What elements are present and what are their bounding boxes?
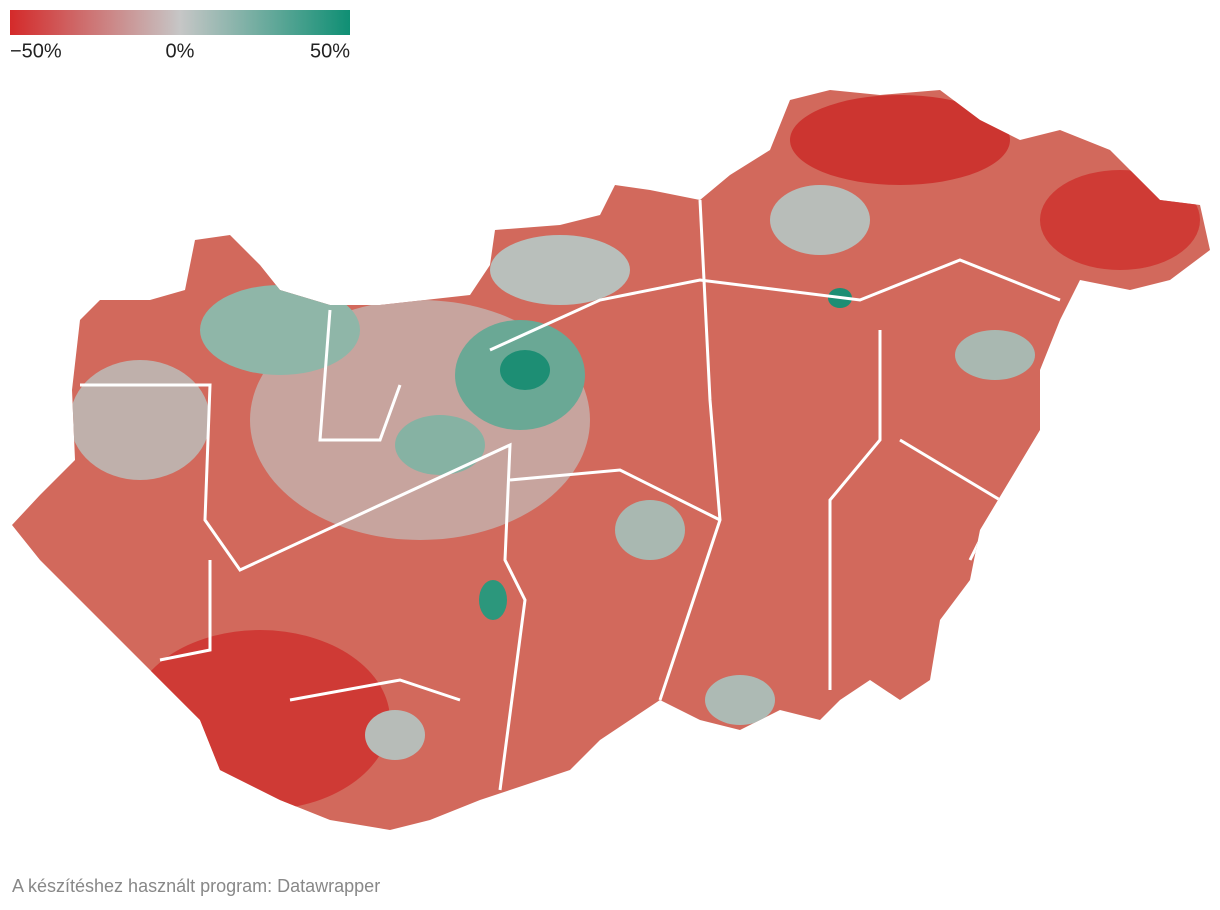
map	[12, 90, 1210, 830]
region	[615, 500, 685, 560]
region	[490, 235, 630, 305]
region	[705, 675, 775, 725]
legend-ticks: −50% 0% 50%	[10, 40, 350, 62]
county-borders	[80, 199, 1061, 791]
region	[1040, 170, 1200, 270]
region	[790, 95, 1010, 185]
border	[318, 309, 402, 442]
region	[479, 580, 507, 620]
region	[395, 415, 485, 475]
region	[770, 185, 870, 255]
legend-tick-label: −50%	[10, 40, 62, 62]
border	[489, 258, 1061, 352]
border	[509, 468, 721, 522]
legend-tick-label: 50%	[310, 40, 350, 62]
border	[828, 330, 882, 690]
border	[80, 383, 527, 791]
region	[70, 360, 210, 480]
region	[365, 710, 425, 760]
region	[955, 330, 1035, 380]
border	[289, 678, 461, 702]
region	[500, 350, 550, 390]
region	[200, 285, 360, 375]
legend-tick-label: 0%	[166, 40, 195, 62]
footer: A készítéshez használt program: Datawrap…	[12, 876, 380, 896]
legend-gradient	[10, 10, 350, 35]
border	[159, 560, 212, 662]
